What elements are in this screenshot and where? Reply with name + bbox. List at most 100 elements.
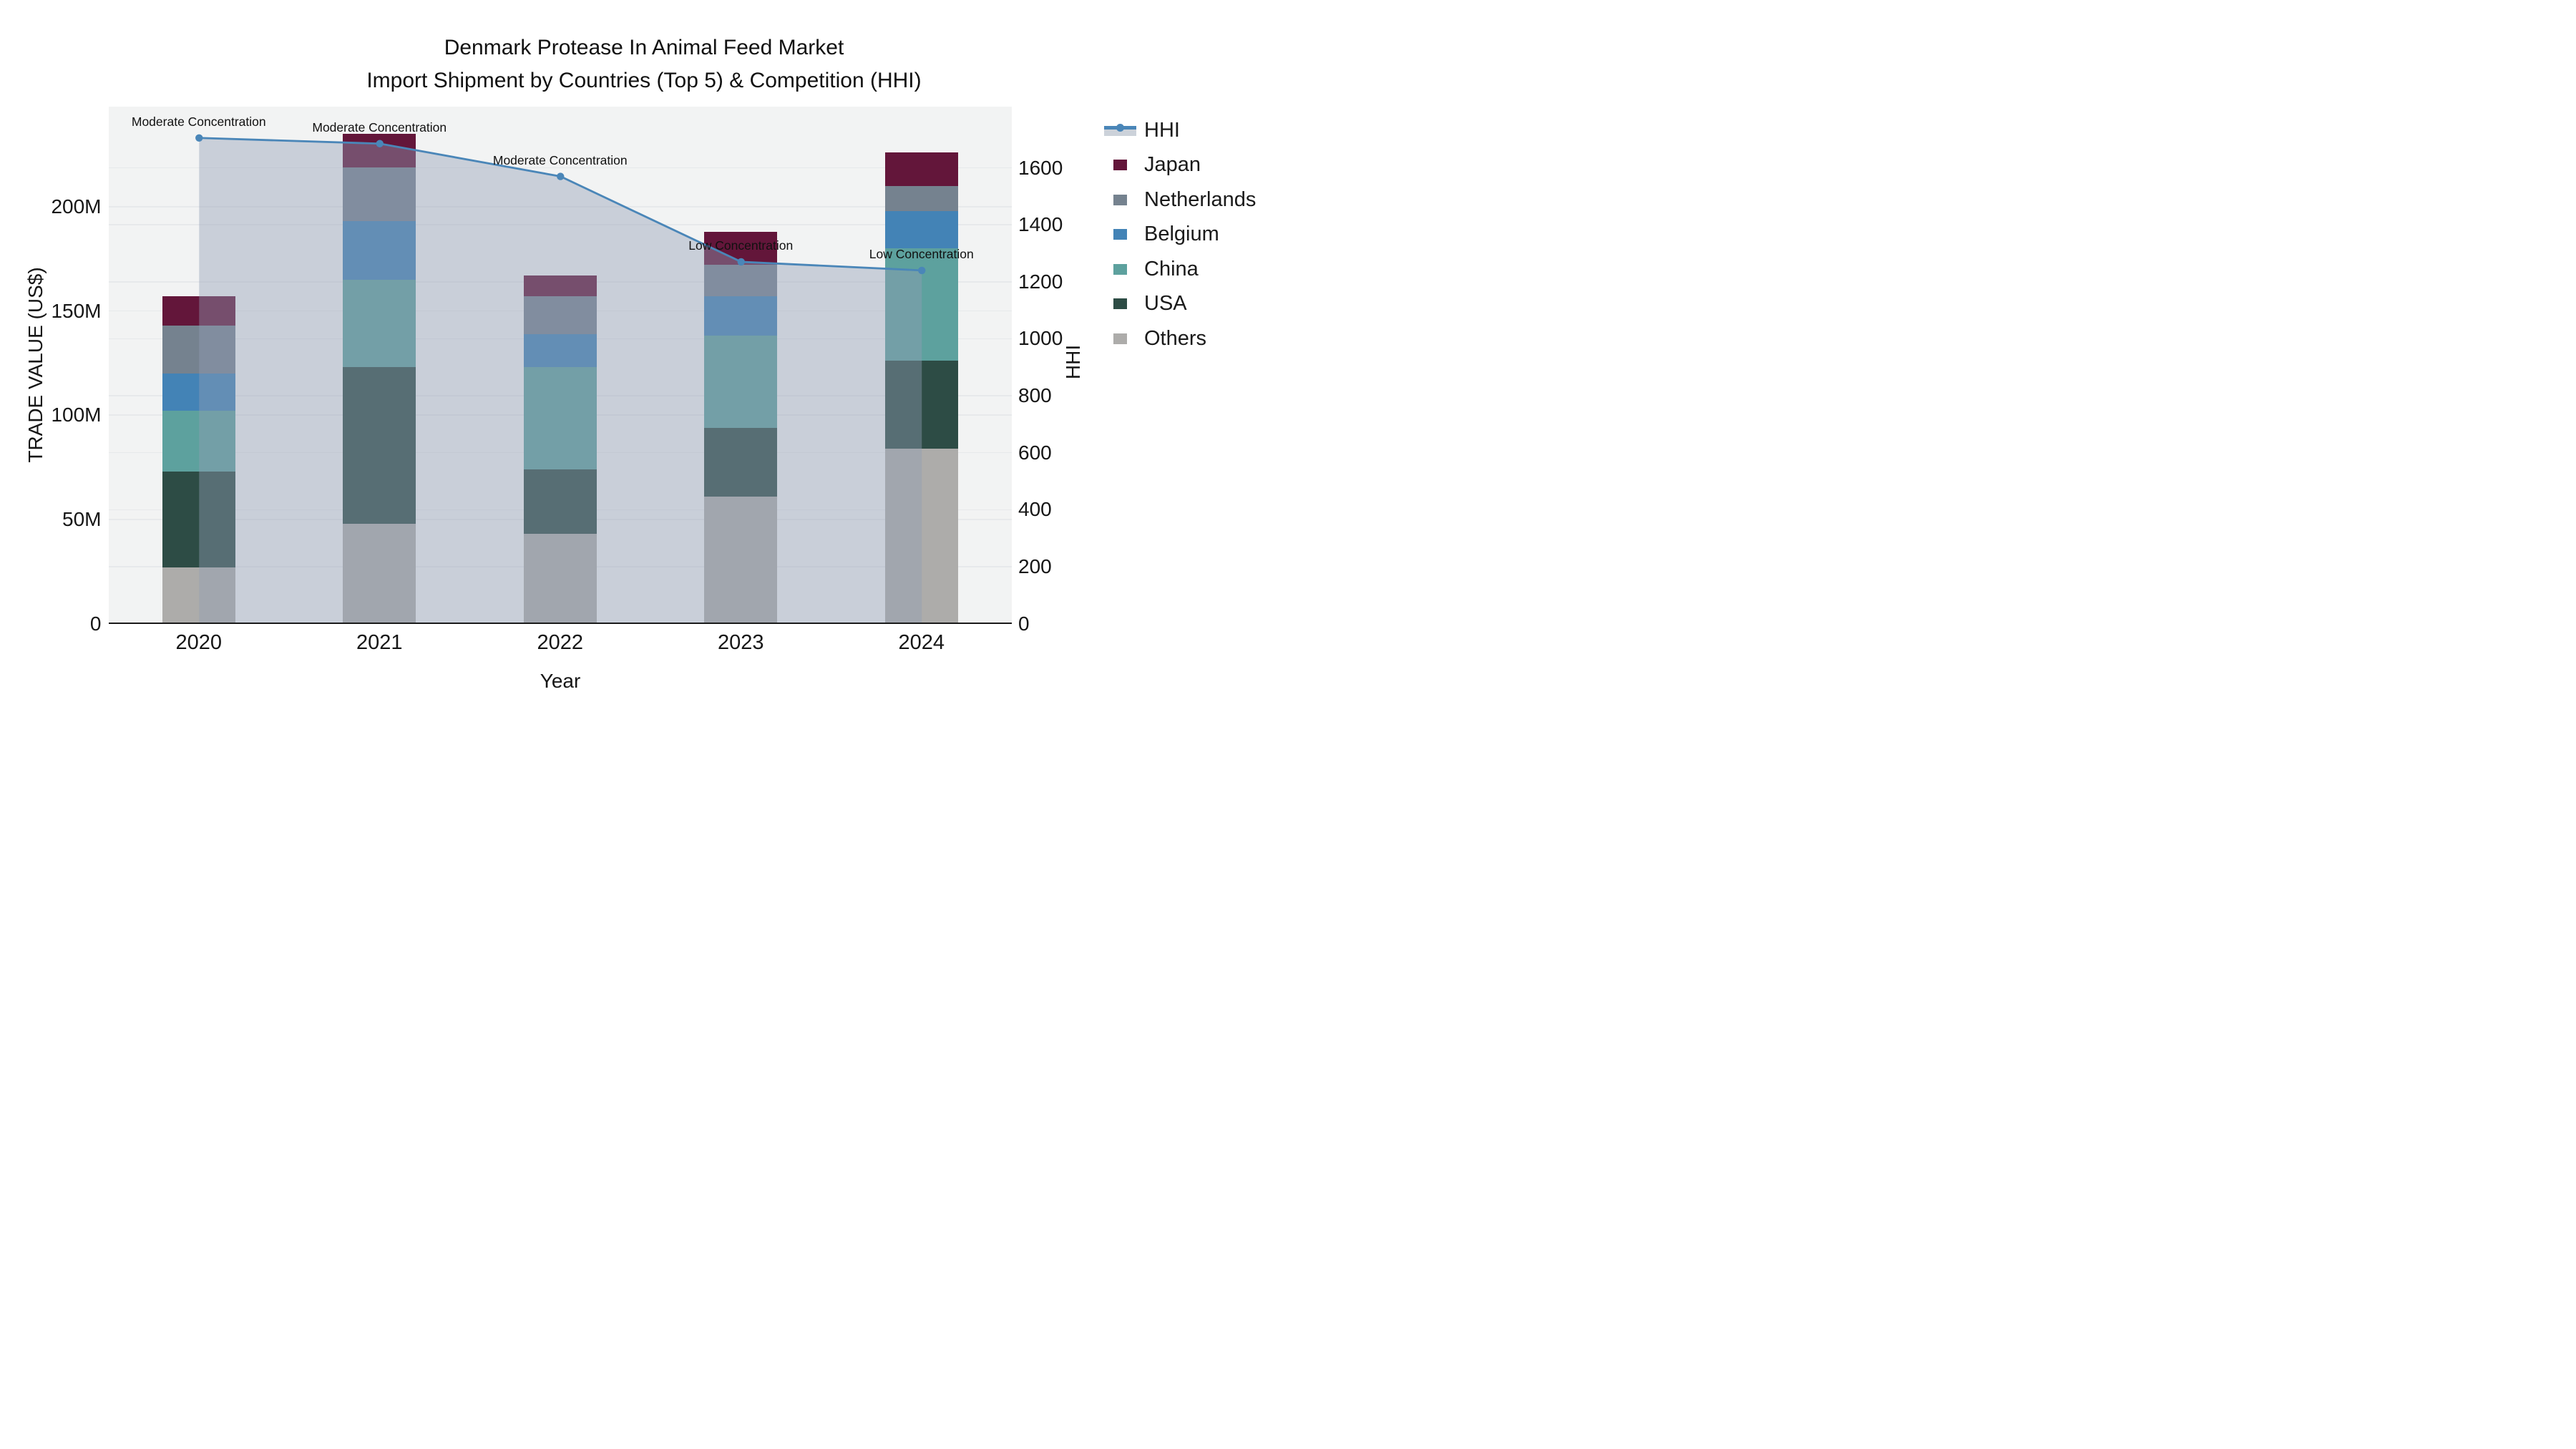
legend-label-hhi: HHI	[1144, 118, 1180, 142]
left-tick-200M: 200M	[51, 195, 102, 218]
bar-segment-others-2023[interactable]	[704, 496, 778, 624]
swatch-belgium	[1113, 229, 1127, 240]
bar-segment-usa-2022[interactable]	[523, 469, 597, 535]
left-axis-title: TRADE VALUE (US$)	[24, 267, 47, 463]
chart-title-line1: Denmark Protease In Animal Feed Market	[444, 36, 844, 59]
annotation-2022: Moderate Concentration	[492, 152, 628, 167]
hhi-marker-2024[interactable]	[917, 266, 925, 275]
bar-segment-japan-2024[interactable]	[884, 152, 958, 186]
x-axis-line	[108, 622, 1012, 624]
right-tick-1600: 1600	[1018, 156, 1063, 179]
legend-swatch-icon	[1104, 158, 1136, 172]
hhi-marker-2023[interactable]	[737, 258, 745, 266]
legend-hhi-line-icon	[1104, 123, 1136, 137]
chart-title: Denmark Protease In Animal Feed Market I…	[0, 31, 1288, 97]
right-tick-1200: 1200	[1018, 270, 1063, 293]
hhi-fill-sample	[1104, 130, 1136, 137]
bar-segment-belgium-2023[interactable]	[704, 296, 778, 336]
right-tick-1400: 1400	[1018, 213, 1063, 236]
hhi-marker-2021[interactable]	[376, 140, 384, 147]
bar-segment-usa-2021[interactable]	[343, 367, 416, 524]
legend-item-usa[interactable]: USA	[1104, 287, 1256, 322]
x-tick-2020: 2020	[175, 630, 223, 654]
legend-swatch-icon	[1104, 192, 1136, 207]
bar-segment-netherlands-2024[interactable]	[884, 185, 958, 211]
legend-item-japan[interactable]: Japan	[1104, 148, 1256, 183]
x-tick-2024: 2024	[898, 630, 945, 654]
gridline-hhi	[108, 167, 1012, 169]
bar-segment-china-2023[interactable]	[704, 336, 778, 428]
bar-segment-china-2020[interactable]	[162, 411, 235, 472]
bar-segment-japan-2020[interactable]	[162, 296, 235, 326]
bar-segment-netherlands-2021[interactable]	[343, 167, 416, 222]
bar-segment-belgium-2020[interactable]	[162, 373, 235, 411]
bar-segment-belgium-2022[interactable]	[523, 333, 597, 368]
swatch-japan	[1113, 160, 1127, 171]
legend-swatch-icon	[1104, 262, 1136, 276]
hhi-marker-2020[interactable]	[195, 134, 203, 142]
bar-segment-others-2021[interactable]	[343, 523, 416, 624]
legend-label-netherlands: Netherlands	[1144, 187, 1257, 211]
x-tick-2021: 2021	[356, 630, 403, 654]
annotation-2024: Low Concentration	[869, 246, 974, 261]
bar-segment-netherlands-2023[interactable]	[704, 265, 778, 297]
bar-segment-china-2022[interactable]	[523, 367, 597, 469]
gridline-hhi	[108, 224, 1012, 225]
left-tick-100M: 100M	[51, 404, 102, 426]
bar-segment-japan-2022[interactable]	[523, 275, 597, 297]
legend: HHI Japan Netherlands Belgium China USA Others	[1104, 113, 1256, 356]
legend-label-belgium: Belgium	[1144, 223, 1219, 246]
legend-label-usa: USA	[1144, 292, 1187, 316]
legend-swatch-icon	[1104, 331, 1136, 346]
bar-segment-usa-2023[interactable]	[704, 427, 778, 497]
legend-label-japan: Japan	[1144, 153, 1201, 177]
bar-segment-usa-2020[interactable]	[162, 471, 235, 567]
bar-segment-others-2022[interactable]	[523, 534, 597, 624]
chart-title-line2: Import Shipment by Countries (Top 5) & C…	[366, 69, 922, 92]
hhi-marker-sample	[1116, 123, 1124, 132]
left-tick-50M: 50M	[62, 507, 102, 530]
legend-item-belgium[interactable]: Belgium	[1104, 218, 1256, 253]
bar-segment-netherlands-2022[interactable]	[523, 296, 597, 334]
legend-item-hhi[interactable]: HHI	[1104, 113, 1256, 148]
bar-segment-usa-2024[interactable]	[884, 361, 958, 449]
bar-segment-china-2021[interactable]	[343, 279, 416, 368]
annotation-2021: Moderate Concentration	[312, 119, 447, 135]
right-tick-200: 200	[1018, 555, 1052, 577]
legend-swatch-icon	[1104, 297, 1136, 311]
bar-segment-others-2020[interactable]	[162, 567, 235, 624]
x-axis-title: Year	[540, 670, 581, 692]
plot-area: Moderate Concentration Moderate Concentra…	[108, 107, 1012, 624]
right-tick-800: 800	[1018, 384, 1052, 407]
legend-label-china: China	[1144, 257, 1199, 280]
x-tick-2022: 2022	[537, 630, 584, 654]
legend-item-others[interactable]: Others	[1104, 321, 1256, 356]
swatch-others	[1113, 333, 1127, 344]
legend-item-netherlands[interactable]: Netherlands	[1104, 182, 1256, 218]
left-tick-0: 0	[89, 612, 102, 635]
hhi-line-layer	[195, 134, 925, 624]
bar-segment-netherlands-2020[interactable]	[162, 325, 235, 374]
legend-swatch-icon	[1104, 228, 1136, 242]
right-tick-400: 400	[1018, 498, 1052, 521]
bar-segment-belgium-2024[interactable]	[884, 210, 958, 249]
left-tick-150M: 150M	[51, 299, 102, 322]
hhi-area-fill	[198, 137, 922, 624]
right-axis-title: HHI	[1062, 344, 1084, 380]
gridline-value	[108, 206, 1012, 208]
hhi-marker-2022[interactable]	[556, 172, 564, 180]
annotation-2023: Low Concentration	[688, 238, 794, 253]
right-tick-600: 600	[1018, 441, 1052, 464]
bar-segment-belgium-2021[interactable]	[343, 221, 416, 280]
right-tick-0: 0	[1018, 612, 1030, 635]
right-tick-1000: 1000	[1018, 327, 1063, 350]
legend-label-others: Others	[1144, 326, 1207, 350]
swatch-netherlands	[1113, 194, 1127, 205]
bar-segment-japan-2021[interactable]	[343, 133, 416, 167]
annotation-2020: Moderate Concentration	[131, 114, 266, 129]
legend-item-china[interactable]: China	[1104, 252, 1256, 287]
swatch-china	[1113, 263, 1127, 275]
x-tick-2023: 2023	[717, 630, 764, 654]
bar-segment-others-2024[interactable]	[884, 448, 958, 624]
swatch-usa	[1113, 298, 1127, 310]
